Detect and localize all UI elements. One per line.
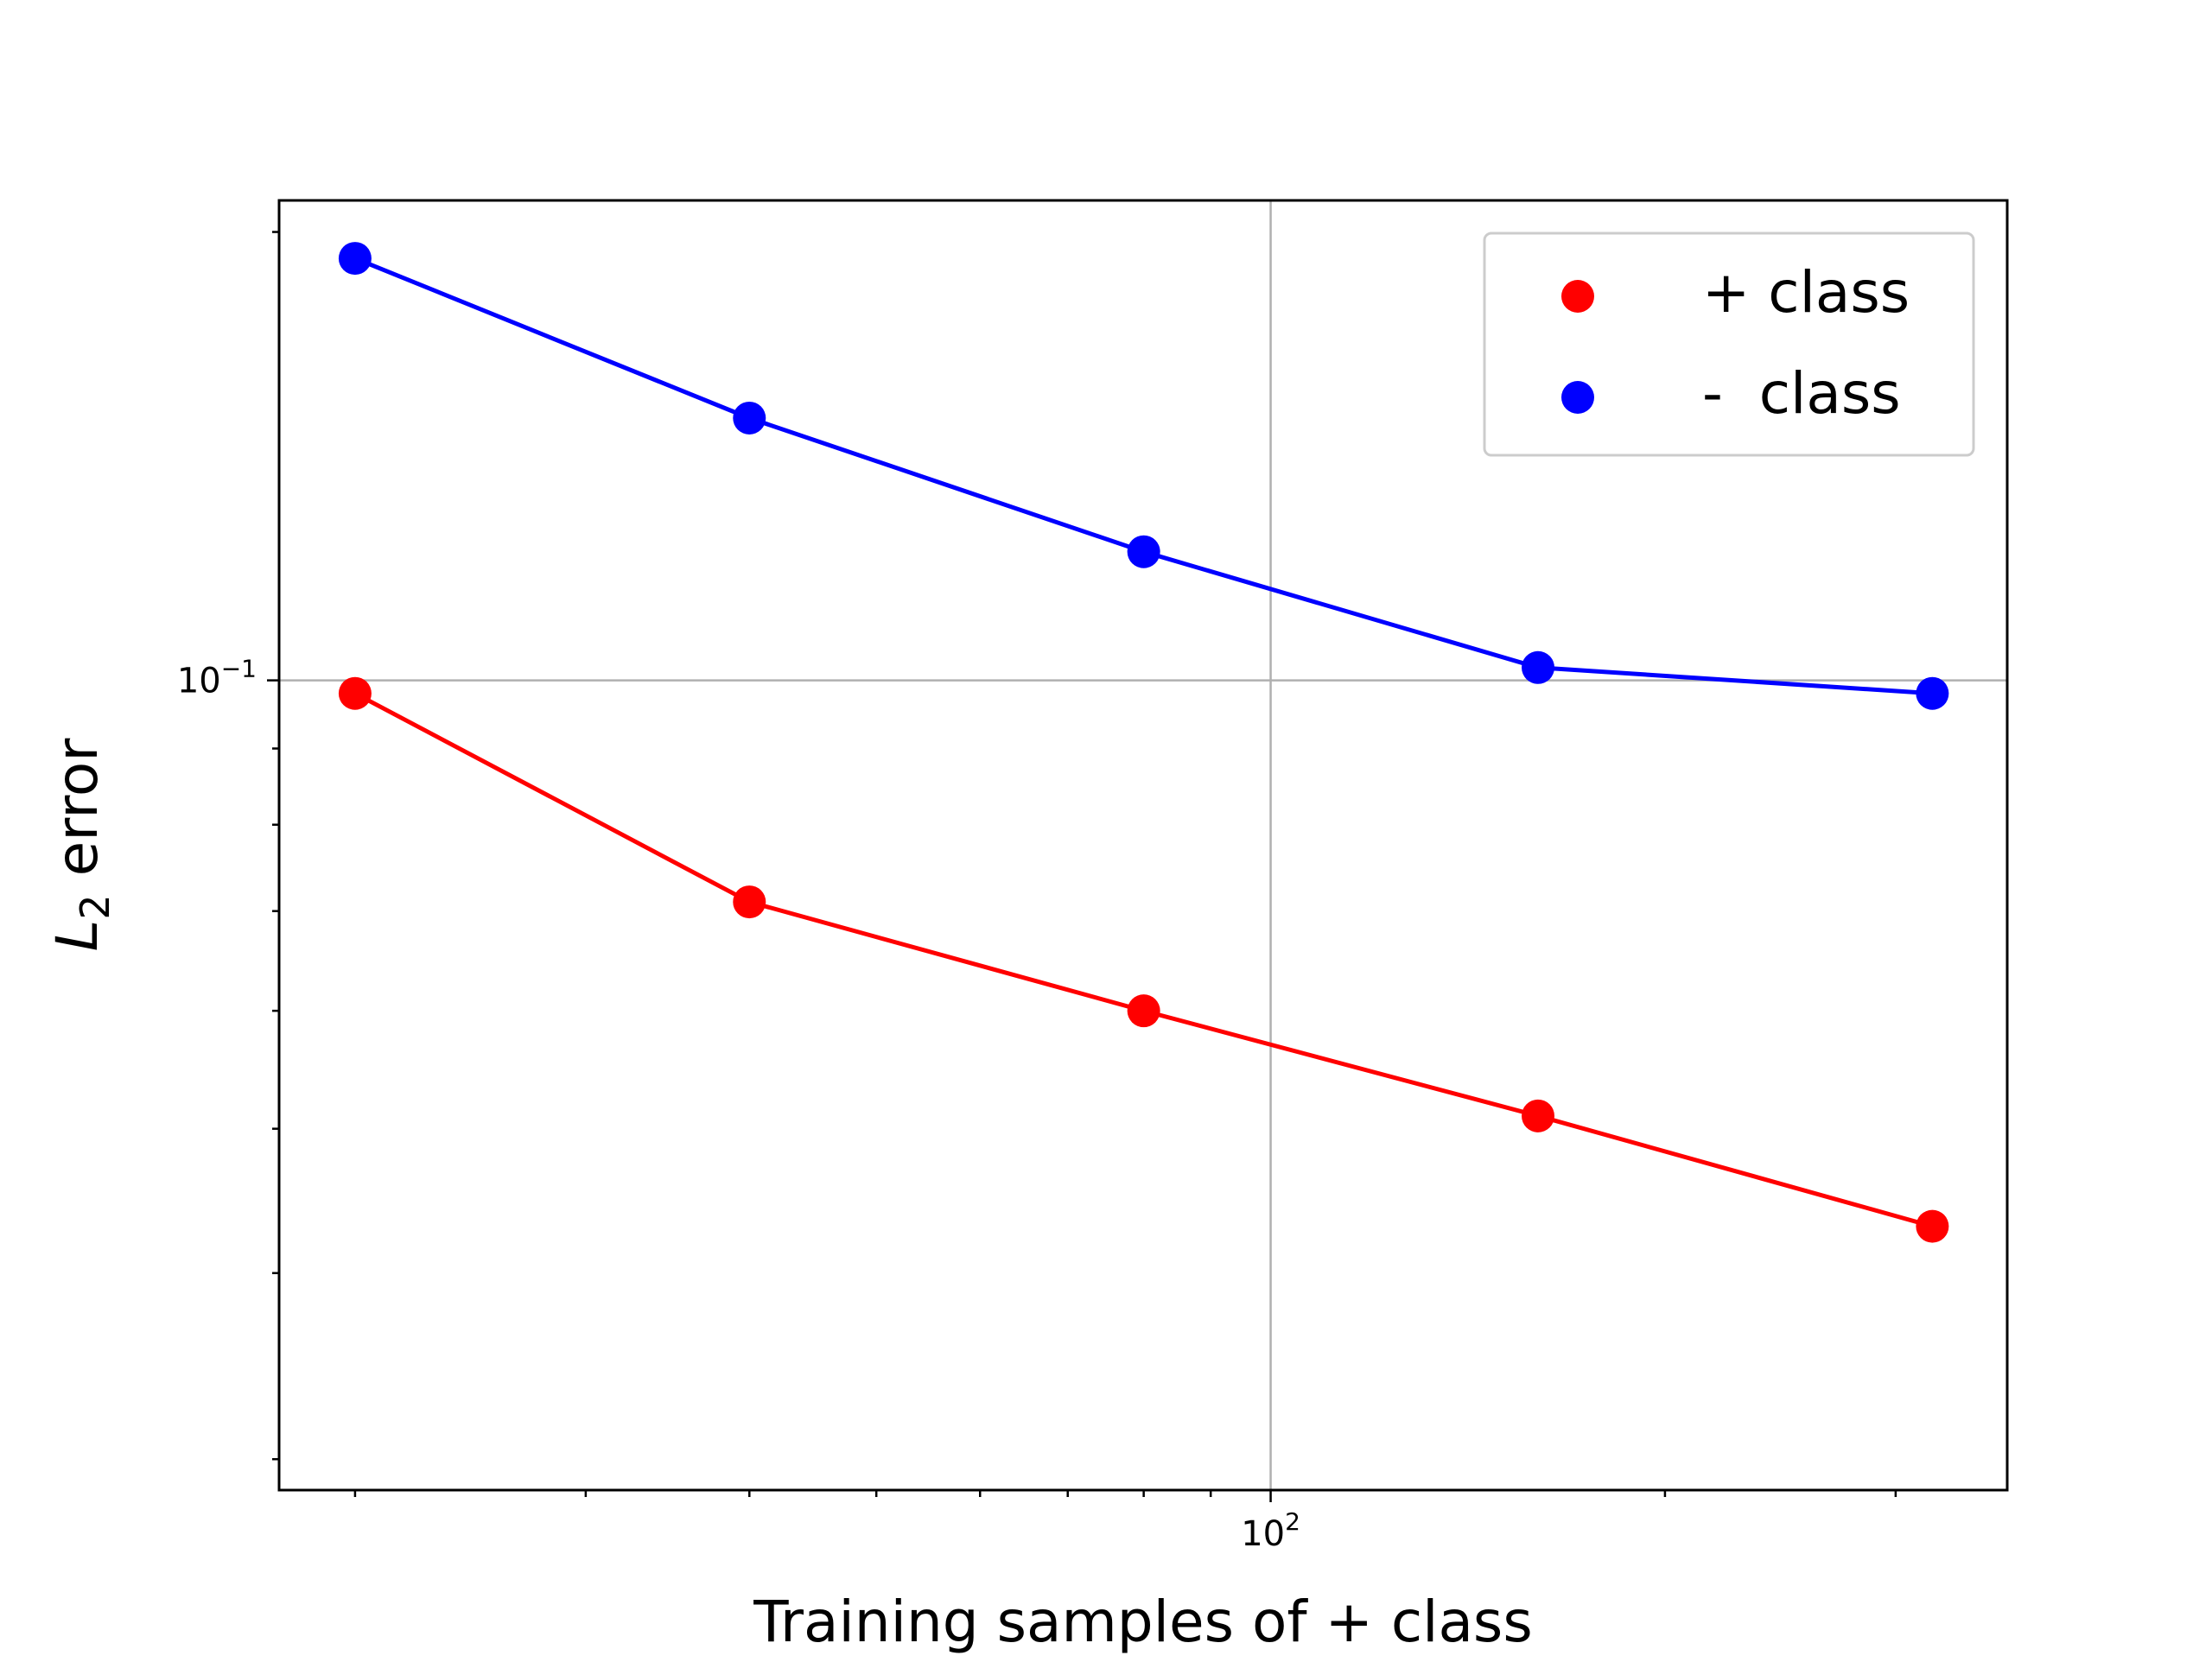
data-point-plus-class-0	[338, 676, 372, 710]
data-point-plus-class-2	[1127, 994, 1160, 1028]
series-line-plus-class	[353, 691, 1934, 1229]
data-point-minus-class-2	[1127, 535, 1160, 568]
y-axis-label-rest: error	[44, 738, 111, 895]
data-point-minus-class-1	[733, 401, 766, 435]
data-point-plus-class-4	[1916, 1209, 1949, 1243]
legend-marker-plus-class	[1561, 280, 1594, 313]
data-point-minus-class-3	[1522, 650, 1555, 684]
legend-label-minus-class: - class	[1702, 360, 1901, 427]
data-point-minus-class-0	[338, 242, 372, 276]
plot-frame	[277, 199, 2009, 1492]
data-point-minus-class-4	[1916, 676, 1949, 710]
data-point-plus-class-1	[733, 885, 766, 919]
y-tick-label-0: 10−1	[177, 655, 257, 701]
legend-box	[1483, 232, 1975, 457]
data-point-plus-class-3	[1522, 1099, 1555, 1132]
legend-label-plus-class: + class	[1702, 259, 1910, 326]
y-axis-label-main: L	[44, 920, 111, 952]
y-axis-label-subscript: 2	[72, 894, 118, 919]
legend-marker-minus-class	[1561, 381, 1594, 414]
legend: + class - class	[1483, 232, 1975, 457]
series-layer	[338, 242, 1949, 1243]
x-tick-label-0: 102	[1241, 1507, 1300, 1554]
x-axis-label: Training samples of + class	[753, 1589, 1532, 1655]
y-axis-label: L2 error	[44, 738, 118, 952]
